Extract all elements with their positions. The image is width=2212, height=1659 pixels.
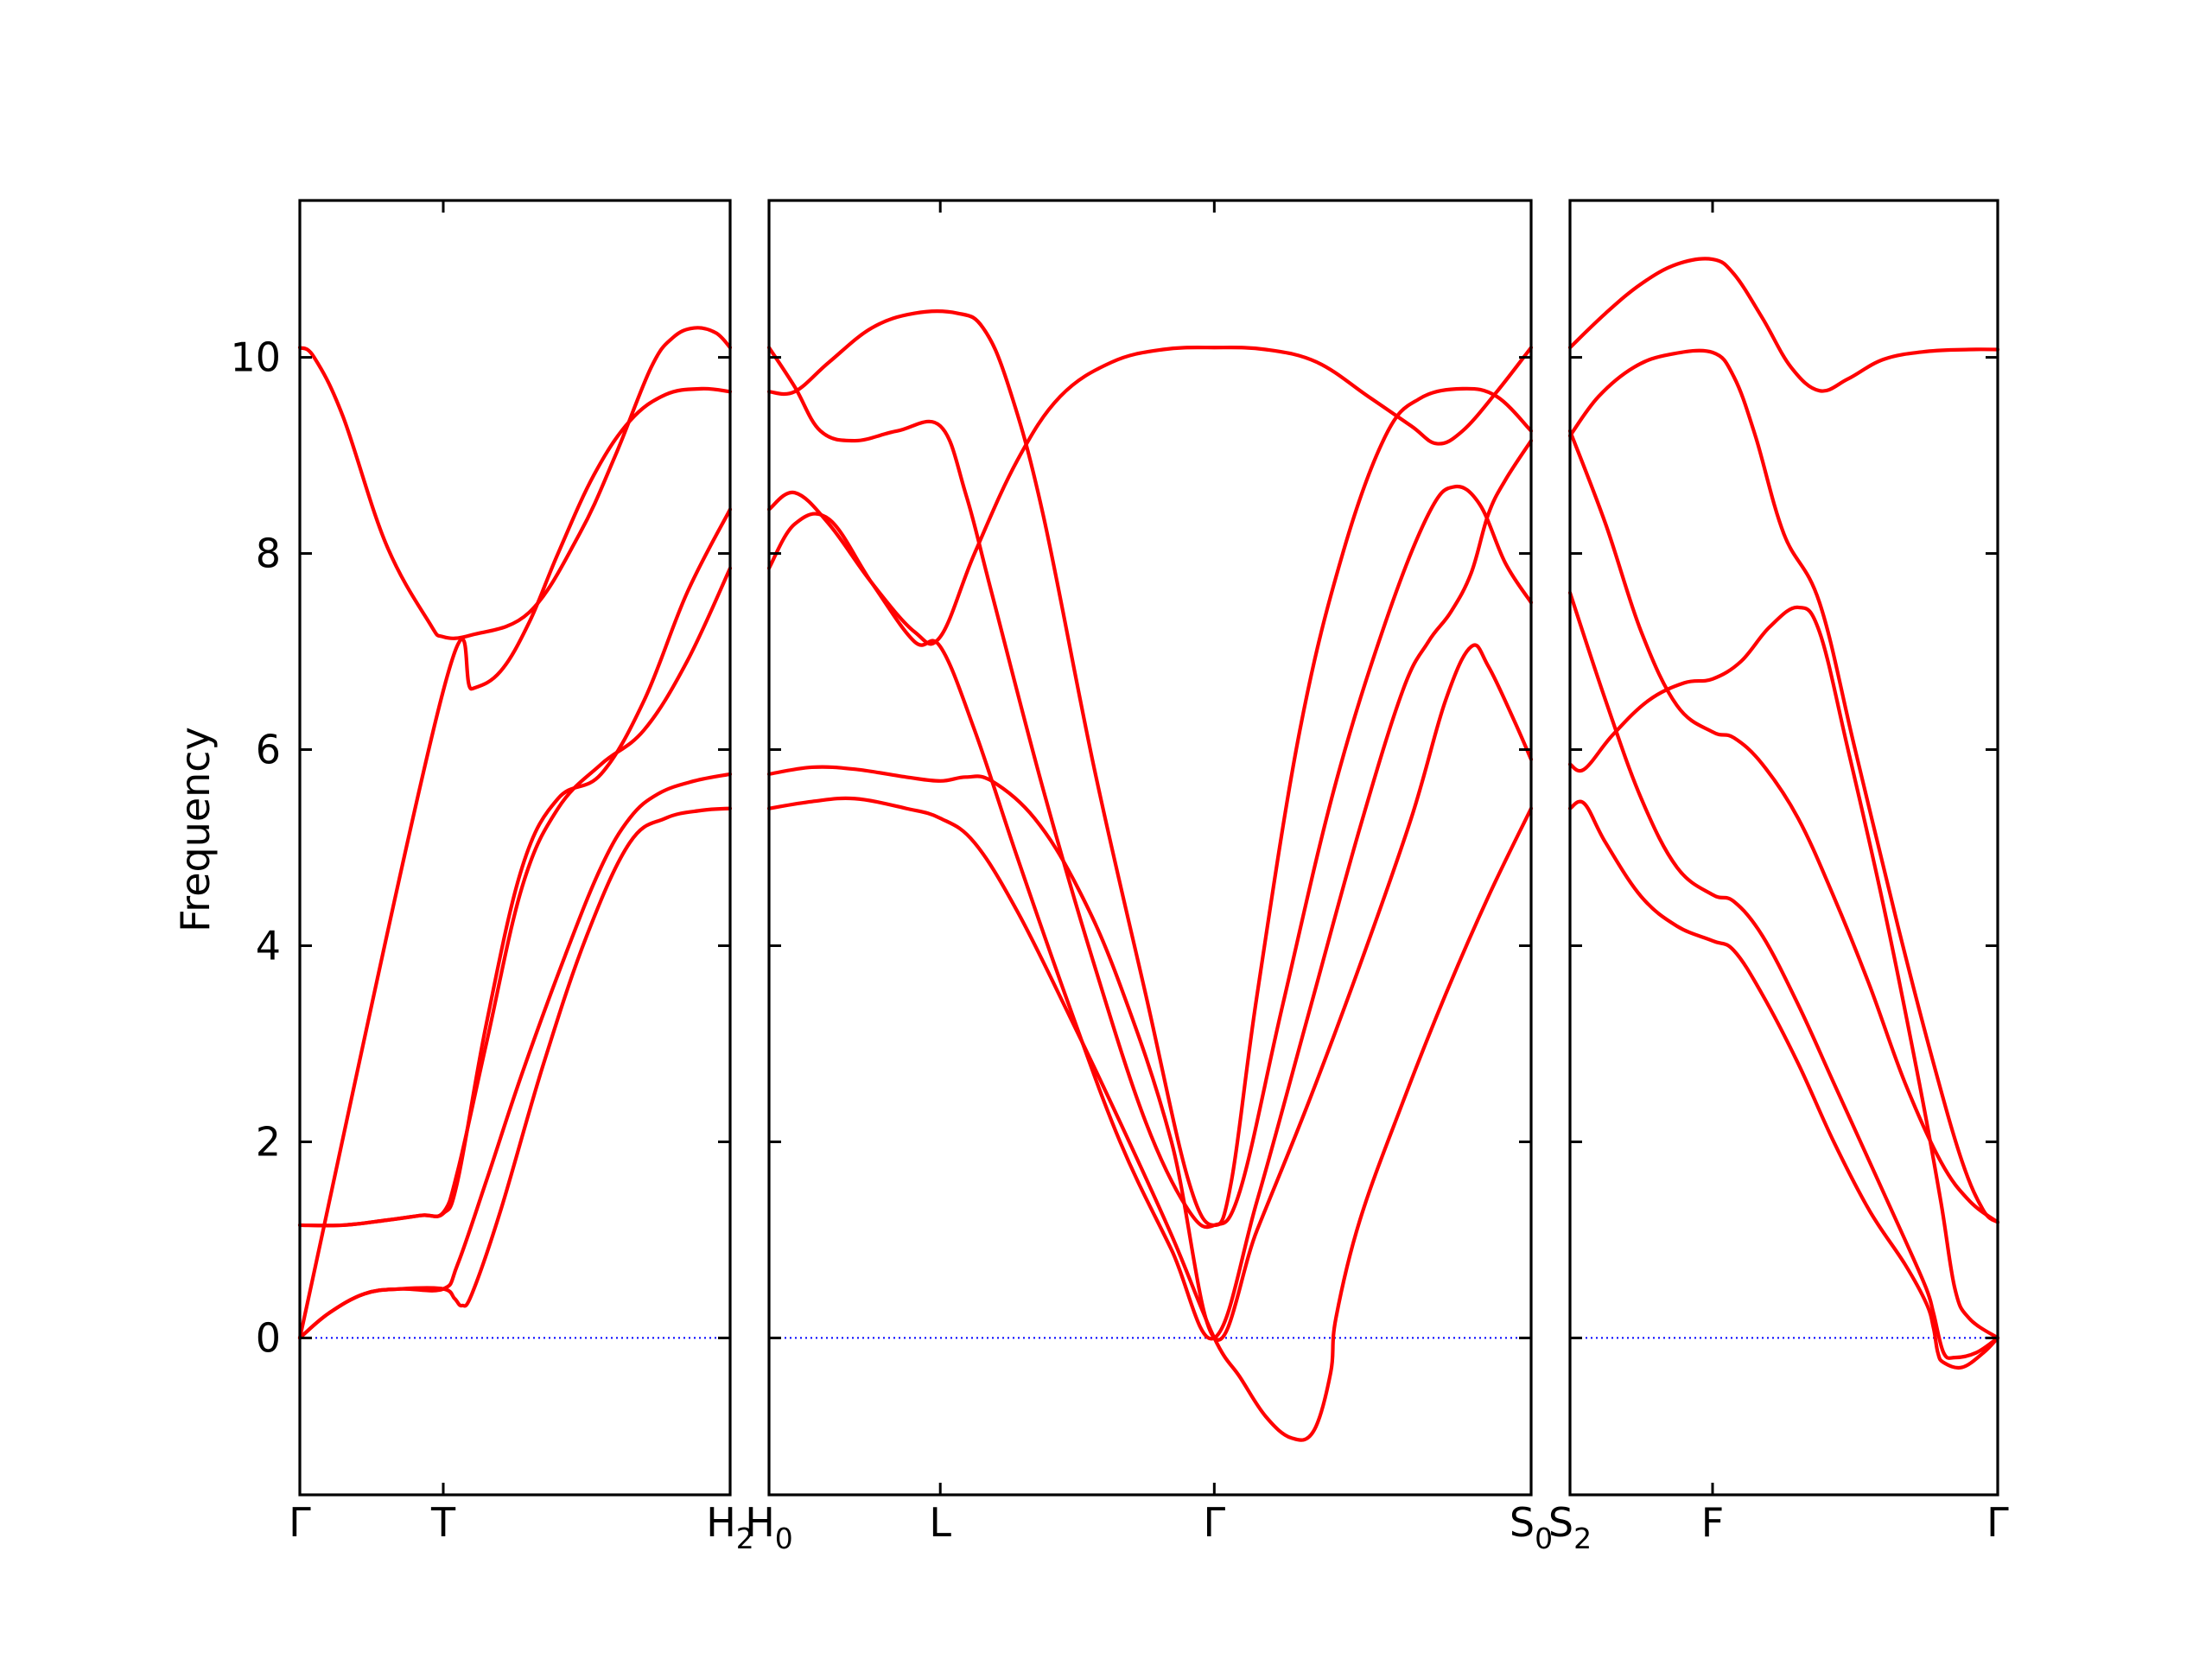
band-panel-2-2 — [766, 309, 1534, 1228]
band-panel-2-4 — [766, 438, 1534, 1341]
ytick-label-6: 6 — [256, 727, 281, 773]
xtick-label-p1-2: T — [430, 1499, 456, 1546]
xtick-label-p1-1: Γ — [289, 1499, 311, 1546]
xtick-label-p2-1: H0 — [745, 1499, 793, 1555]
band-panel-1-1 — [297, 326, 733, 640]
band-panel-1-5 — [297, 772, 733, 1340]
y-axis-label: Frequency — [172, 727, 219, 932]
ytick-label-4: 4 — [256, 922, 281, 969]
panel-frame-2 — [767, 199, 1533, 1497]
ytick-label-10: 10 — [230, 334, 281, 381]
band-panel-3-2 — [1567, 348, 2000, 1224]
xtick-label-p2-2: L — [929, 1499, 951, 1546]
band-panel-3-1 — [1567, 257, 2000, 393]
band-panel-1-4 — [297, 566, 733, 1228]
band-panel-3-5 — [1567, 605, 2000, 1340]
band-panel-1-2 — [297, 386, 733, 1340]
panel-frames — [298, 199, 1999, 1497]
band-panel-1-3 — [297, 507, 733, 1228]
ytick-label-2: 2 — [256, 1118, 281, 1165]
xtick-label-p3-1: S2 — [1548, 1499, 1592, 1555]
xtick-label-p2-4: S0 — [1510, 1499, 1553, 1555]
band-panel-2-1 — [766, 346, 1534, 1230]
band-panel-3-6 — [1567, 799, 2000, 1370]
panel-frame-1 — [298, 199, 732, 1497]
band-panel-3-4 — [1567, 590, 2000, 1360]
band-panel-3-3 — [1567, 429, 2000, 1224]
ytick-label-0: 0 — [256, 1314, 281, 1361]
ytick-label-8: 8 — [256, 531, 281, 577]
band-lines — [297, 257, 2000, 1442]
xtick-label-p1-3: H2 — [706, 1499, 754, 1555]
panel-frame-3 — [1568, 199, 1999, 1497]
xtick-label-p3-2: F — [1701, 1499, 1724, 1546]
xtick-label-p3-3: Γ — [1986, 1499, 2009, 1546]
band-panel-2-5 — [766, 643, 1534, 1342]
band-panel-2-6 — [766, 796, 1534, 1442]
xtick-label-p2-3: Γ — [1204, 1499, 1226, 1546]
band-panel-1-6 — [297, 806, 733, 1340]
